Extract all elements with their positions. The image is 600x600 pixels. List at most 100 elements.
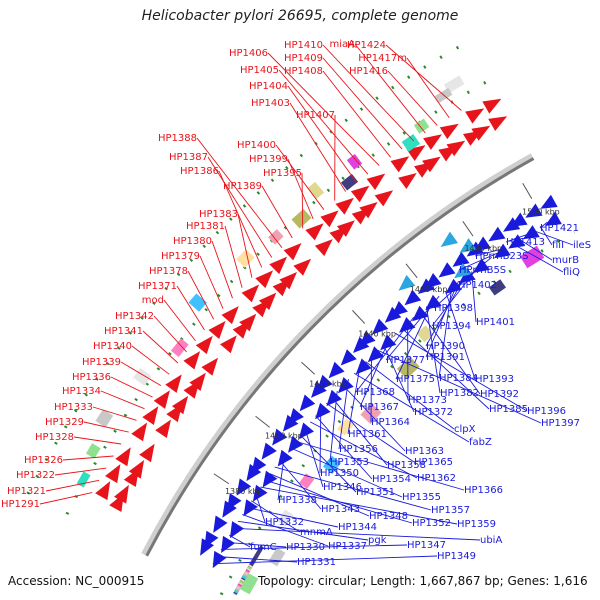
gene-label: mnmA: [300, 527, 333, 538]
label-leader-line: [45, 479, 100, 492]
forward-gene-arrow: [398, 173, 417, 189]
gene-label: HP1381: [186, 221, 225, 232]
label-leader-line: [387, 70, 438, 126]
gene-label: HP1388: [158, 133, 197, 144]
forward-gene-arrow: [314, 239, 333, 257]
label-leader-line: [54, 467, 107, 476]
reverse-gene-arrow: [371, 318, 389, 335]
reverse-gene-arrow: [262, 470, 278, 488]
gene-label: HP1339: [82, 357, 121, 368]
label-leader-line: [315, 415, 373, 480]
label-leader-line: [533, 230, 574, 246]
gene-label: HP1358: [387, 460, 426, 471]
forward-gene-arrow: [279, 272, 297, 290]
gene-label: HP1353: [330, 457, 369, 468]
gene-label: HP1424: [347, 40, 386, 51]
label-leader-line: [92, 406, 137, 421]
forward-gene-arrow: [422, 156, 441, 173]
gene-label: HP1375: [396, 374, 435, 385]
label-leader-line: [224, 225, 243, 288]
label-leader-line: [289, 447, 403, 498]
reverse-gene-arrow: [488, 226, 506, 242]
forward-gene-arrow: [241, 284, 260, 303]
label-leader-line: [419, 311, 481, 395]
rrna-feature: [440, 231, 458, 247]
label-leader-line: [277, 453, 286, 501]
gene-label: HP1383: [199, 209, 238, 220]
label-leader-line: [438, 286, 453, 379]
label-leader-line: [431, 266, 479, 327]
gene-label: HP1340: [93, 341, 132, 352]
gene-label: HPrrnB23S: [475, 251, 529, 262]
label-leader-line: [207, 156, 273, 258]
label-leader-line: [269, 473, 370, 517]
forward-gene-arrow: [153, 390, 170, 409]
gene-label: HP1385: [489, 404, 528, 415]
scale-label: 1500 kbp: [522, 207, 560, 216]
composition-block: [401, 133, 421, 152]
rrna-feature: [398, 274, 416, 291]
label-leader-line: [212, 555, 438, 565]
reverse-gene-arrow: [288, 408, 304, 425]
gene-label: HP1397: [541, 418, 580, 429]
gene-label: HP1322: [16, 470, 55, 481]
gene-label: HP1389: [223, 181, 262, 192]
label-leader-line: [250, 500, 301, 533]
label-leader-line: [474, 247, 506, 257]
label-leader-line: [261, 185, 293, 239]
gene-label: HP1330: [286, 542, 325, 553]
label-leader-line: [83, 421, 129, 433]
gene-label: HP1336: [72, 372, 111, 383]
label-leader-line: [267, 52, 380, 166]
label-leader-line: [382, 344, 415, 413]
gene-label: HP1379: [161, 251, 200, 262]
label-leader-line: [142, 330, 179, 364]
label-leader-line: [275, 144, 325, 210]
label-leader-line: [289, 102, 347, 192]
rrna-feature: [454, 263, 471, 279]
gene-label: HP1395: [263, 168, 302, 179]
composition-block: [488, 279, 507, 296]
gene-label: fabZ: [469, 437, 492, 448]
gene-label: HP1416: [349, 66, 388, 77]
label-leader-line: [255, 493, 266, 523]
label-leader-line: [354, 43, 426, 134]
label-leader-line: [233, 527, 481, 541]
gene-label: fumC: [250, 542, 277, 553]
gene-label: HP1401: [476, 317, 515, 328]
reverse-gene-arrow: [221, 535, 236, 553]
forward-gene-arrow: [488, 116, 508, 131]
gene-label: HP1378: [149, 266, 188, 277]
gene-label: murB: [552, 255, 579, 266]
gene-label: HP1371: [138, 281, 177, 292]
gene-label: HP1359: [457, 519, 496, 530]
forward-gene-arrow: [165, 374, 182, 393]
forward-gene-arrow: [374, 190, 394, 207]
forward-gene-arrow: [128, 460, 145, 479]
gene-label: HP1334: [62, 386, 101, 397]
gene-label: fliQ: [563, 267, 580, 278]
forward-gene-arrow: [172, 395, 189, 415]
reverse-gene-arrow: [522, 225, 540, 240]
reverse-gene-arrow: [326, 389, 342, 407]
gene-label: HP1372: [414, 407, 453, 418]
reverse-gene-arrow: [222, 500, 237, 518]
label-leader-line: [445, 290, 476, 380]
scale-tick: [301, 361, 316, 375]
label-leader-line: [279, 460, 322, 510]
gene-label: HPrrnB5S: [459, 265, 506, 276]
genome-backbone: [145, 157, 535, 557]
composition-block: [346, 153, 363, 170]
gene-label: HP1347: [407, 540, 446, 551]
reverse-gene-arrow: [227, 493, 242, 511]
label-leader-line: [518, 238, 553, 261]
label-leader-line: [211, 240, 233, 299]
backbone-shadow: [141, 153, 534, 556]
composition-block: [277, 509, 294, 527]
forward-gene-arrow: [336, 220, 355, 237]
reverse-gene-arrow: [328, 361, 345, 379]
label-leader-line: [220, 544, 408, 550]
gene-label: HP1350: [320, 468, 359, 479]
label-leader-line: [458, 252, 499, 271]
reverse-gene-arrow: [359, 330, 376, 347]
